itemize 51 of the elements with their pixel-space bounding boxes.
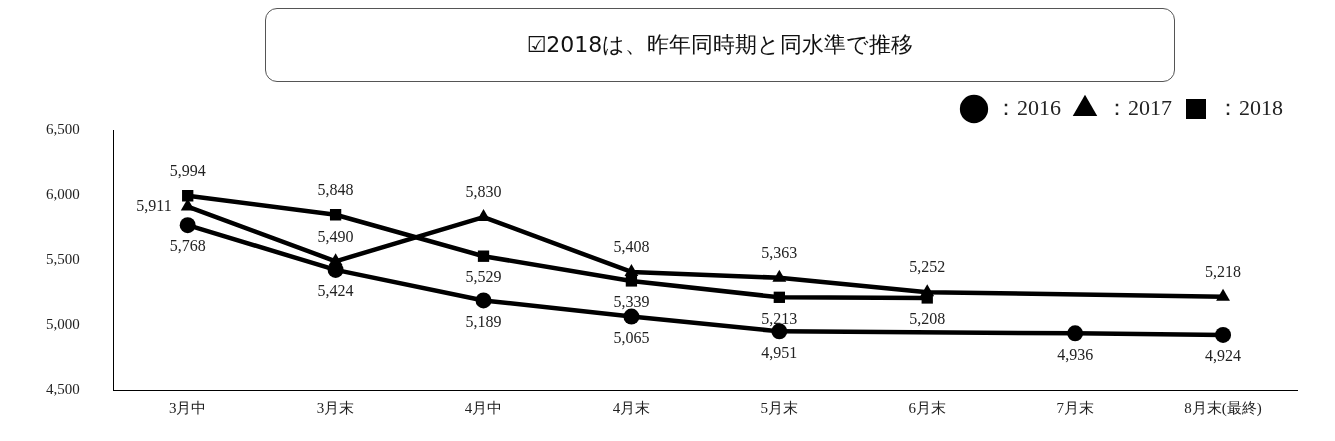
y-tick-label: 6,000 <box>46 185 80 202</box>
point <box>182 190 194 202</box>
data-label: 5,529 <box>465 268 502 286</box>
x-tick-label: 6月末 <box>908 399 946 416</box>
data-label: 5,218 <box>1205 262 1242 280</box>
data-label: 5,213 <box>761 309 798 327</box>
data-label: 5,848 <box>317 180 354 198</box>
data-label: 5,768 <box>169 237 206 255</box>
y-tick-label: 4,500 <box>46 380 80 397</box>
y-tick-label: 5,500 <box>46 250 80 267</box>
x-tick-label: 4月中 <box>464 399 503 416</box>
x-tick-label: 8月末(最終) <box>1184 399 1262 417</box>
point <box>475 292 492 309</box>
y-tick-label: 5,000 <box>46 315 80 332</box>
point <box>179 217 196 234</box>
chart-title: ☑2018は、昨年同時期と同水準で推移 <box>265 8 1175 82</box>
data-label: 4,936 <box>1057 345 1094 363</box>
data-label: 5,830 <box>465 183 502 201</box>
data-label: 5,994 <box>169 161 206 179</box>
legend-label: ：2018 <box>1217 94 1283 120</box>
data-label: 5,065 <box>613 328 650 346</box>
data-label: 5,911 <box>136 196 172 214</box>
point <box>772 269 787 282</box>
legend-label: ：2016 <box>995 94 1061 120</box>
data-label: 5,424 <box>317 282 354 300</box>
x-tick-label: 3月末 <box>316 399 355 416</box>
legend-label: ：2017 <box>1106 94 1172 120</box>
point <box>329 209 342 221</box>
point <box>1067 325 1084 342</box>
data-label: 5,490 <box>317 227 354 245</box>
x-tick-label: 5月末 <box>760 399 799 416</box>
point <box>1216 288 1230 301</box>
data-label: 5,208 <box>909 310 946 328</box>
x-tick-label: 7月末 <box>1056 399 1094 416</box>
point <box>623 308 640 325</box>
data-label: 5,363 <box>761 244 798 262</box>
x-tick-label: 4月末 <box>612 399 651 416</box>
data-label: 4,924 <box>1205 347 1242 365</box>
point <box>624 263 639 276</box>
data-label: 4,951 <box>761 343 798 361</box>
point <box>773 291 785 303</box>
data-label: 5,252 <box>909 258 946 276</box>
point <box>1215 326 1232 343</box>
data-label: 5,339 <box>613 293 650 311</box>
x-tick-label: 3月中 <box>168 399 207 416</box>
point <box>625 275 638 287</box>
data-label: 5,189 <box>465 312 502 330</box>
point <box>920 284 935 297</box>
point <box>477 250 490 262</box>
data-label: 5,408 <box>613 238 650 256</box>
y-tick-label: 6,500 <box>46 120 80 137</box>
